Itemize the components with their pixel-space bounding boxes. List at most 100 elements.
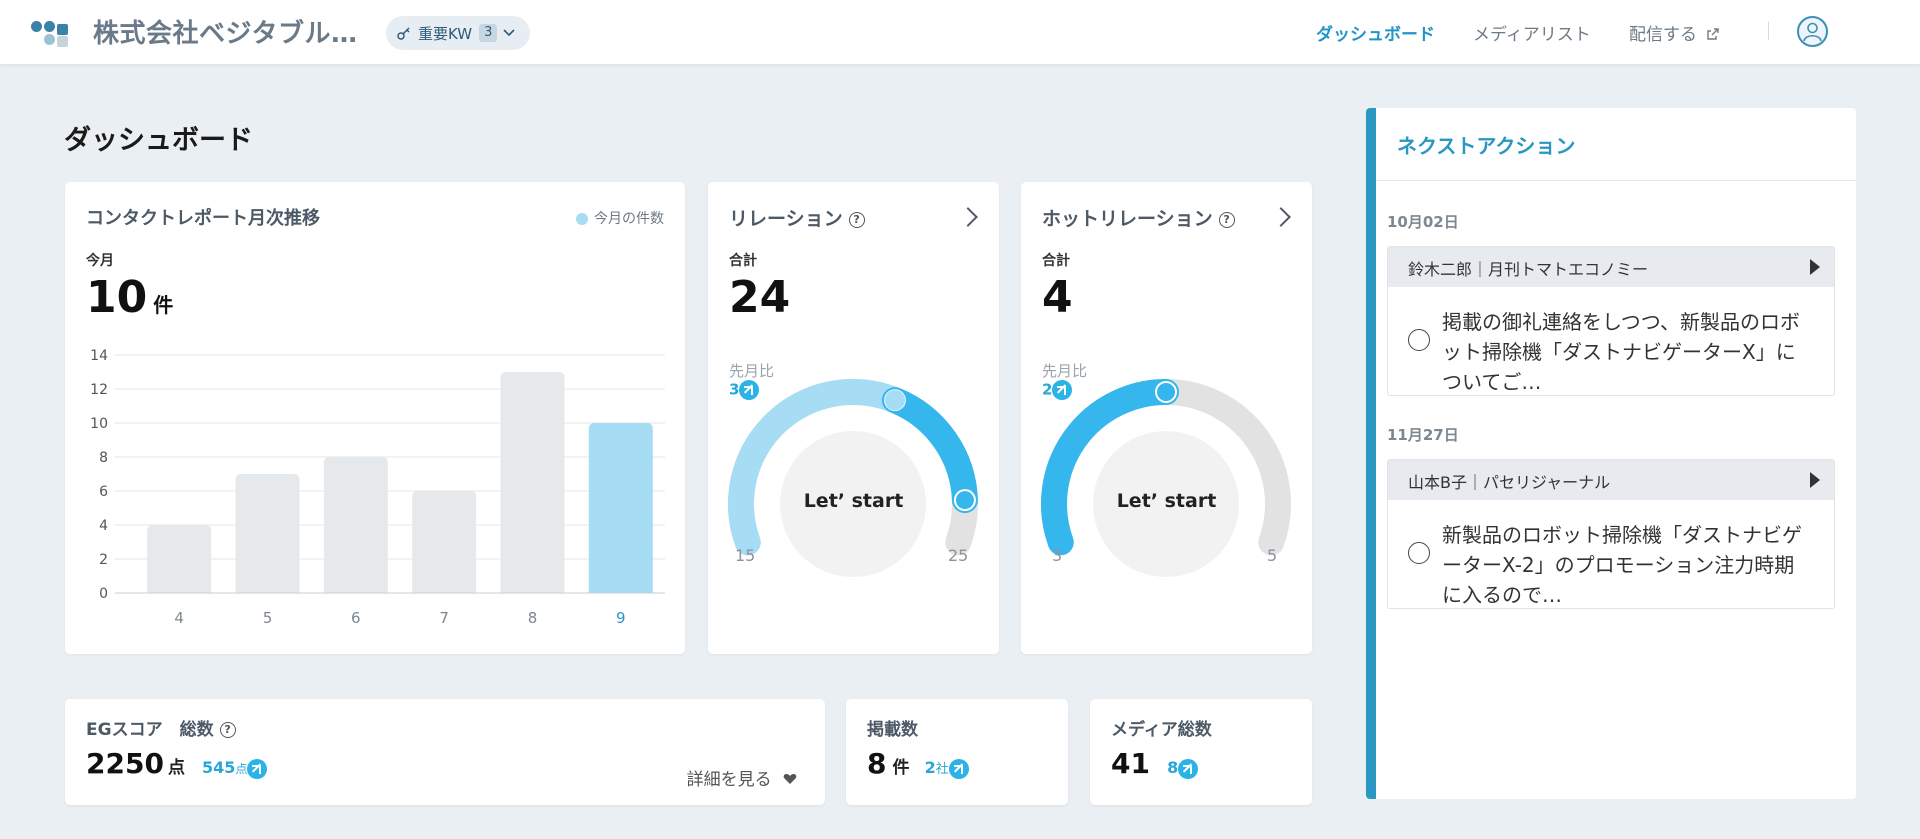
hot-relation-prev-value: 2 [1042,380,1053,399]
next-action-text: 掲載の御礼連絡をしつつ、新製品のロボット掃除機「ダストナビゲーターX」についてご… [1442,310,1800,394]
eg-score-title-row: EGスコア 総数? [86,715,236,740]
next-action-item-header[interactable]: 鈴木二郎｜月刊トマトエコノミー [1388,247,1834,287]
hot-relation-prev-delta: 2 [1042,380,1073,400]
keyword-label: 重要KW [418,24,473,43]
help-icon[interactable]: ? [848,211,865,228]
relation-total-label: 合計 [729,253,757,269]
this-month-number: 10 [86,272,148,323]
hot-relation-title: ホットリレーション [1042,208,1213,230]
user-icon [1803,22,1822,42]
x-tick-label: 6 [351,609,361,627]
relation-prev-label: 先月比 [729,362,775,380]
this-month-value: 10 件 [86,272,173,323]
gauge-center-circle [1093,431,1239,577]
media-total-card: メディア総数 41 8 [1090,699,1312,805]
next-action-item[interactable]: 鈴木二郎｜月刊トマトエコノミー 掲載の御礼連絡をしつつ、新製品のロボット掃除機「… [1387,246,1835,396]
publications-value: 8 [867,747,887,780]
bar [500,372,565,593]
contact-report-bar-chart: 0 2 4 6 8 10 12 14 4 5 6 7 8 9 [90,348,665,627]
play-icon[interactable] [1810,259,1820,275]
relation-total-value: 24 [729,272,791,323]
relation-gauge-center-text: Let’ start [803,490,904,512]
next-action-item[interactable]: 山本B子｜パセリジャーナル 新製品のロボット掃除機「ダストナビゲーターX-2」の… [1387,459,1835,609]
y-tick-label: 0 [99,586,108,602]
arrow-up-right-icon [1052,380,1073,400]
arrow-up-right-icon [1178,758,1199,779]
gauge-marker-dot [884,390,905,411]
media-total-value: 41 [1111,747,1150,780]
arrow-up-right-icon [739,380,760,400]
eg-score-card: EGスコア 総数? 2250 点 545点 詳細を見る [65,699,825,805]
bar [235,474,300,593]
relation-gauge-max: 25 [948,546,969,565]
see-details-label: 詳細を見る [686,770,772,790]
gauge-current-arc [881,387,978,514]
next-action-item-header[interactable]: 山本B子｜パセリジャーナル [1388,460,1834,500]
legend-label: 今月の件数 [594,211,664,227]
arrow-up-right-icon [247,758,268,779]
key-icon [397,27,410,40]
company-name[interactable]: 株式会社ベジタブル… [93,19,358,49]
eg-score-delta-unit: 点 [235,762,248,776]
next-action-divider [1376,180,1856,181]
x-tick-label: 7 [439,609,449,627]
publications-delta: 2 [924,758,936,777]
help-icon[interactable]: ? [1218,211,1235,228]
hot-relation-title-row: ホットリレーション? [1042,204,1235,231]
bar [147,525,212,593]
app-logo[interactable] [31,19,73,47]
eg-score-unit: 点 [167,758,185,778]
nav-media-list[interactable]: メディアリスト [1473,25,1591,45]
keyword-dropdown[interactable]: 重要KW 3 [386,16,530,50]
bar [323,457,388,593]
x-tick-label: 8 [528,609,538,627]
hot-relation-prev-label: 先月比 [1042,362,1088,380]
play-icon[interactable] [1810,472,1820,488]
hot-relation-total-value: 4 [1042,272,1073,323]
relation-title: リレーション [729,208,843,230]
relation-card[interactable]: リレーション? 合計 24 先月比 3 Let’ start 15 25 [708,182,999,654]
nav-distribute[interactable]: 配信する [1629,20,1720,45]
next-action-date: 10月02日 [1387,213,1459,231]
arrow-up-right-icon [948,758,969,779]
contact-report-title: コンタクトレポート月次推移 [86,208,320,229]
publications-unit: 件 [892,758,910,778]
eg-score-delta: 545 [202,758,236,777]
media-total-title: メディア総数 [1111,720,1212,740]
legend-dot-icon [576,213,588,225]
gauge-prev-arc [728,379,908,556]
contact-report-card: コンタクトレポート月次推移 今月の件数 今月 10 件 0 2 4 6 8 10 12 14 4 5… [65,182,685,654]
relation-prev-value: 3 [729,380,740,399]
gauge-end-dot [1157,383,1175,401]
x-tick-label: 4 [174,609,184,627]
hot-relation-card[interactable]: ホットリレーション? 合計 4 先月比 2 Let’ start 3 5 [1021,182,1312,654]
keyword-count-badge: 3 [479,24,498,42]
relation-prev-delta: 3 [729,380,760,400]
next-action-date: 11月27日 [1387,426,1459,444]
next-action-contact: 鈴木二郎｜月刊トマトエコノミー [1408,260,1649,279]
page-title: ダッシュボード [64,125,253,156]
relation-title-row: リレーション? [729,204,865,231]
y-tick-label: 14 [90,348,108,364]
complete-checkbox[interactable] [1408,329,1430,351]
bar [412,491,477,593]
y-tick-label: 6 [99,484,108,500]
next-action-accent-bar [1366,108,1376,799]
next-action-title: ネクストアクション [1397,134,1576,158]
top-header: 株式会社ベジタブル… 重要KW 3 ダッシュボード メディアリスト 配信する [0,0,1920,64]
user-avatar[interactable] [1797,16,1828,47]
next-action-text: 新製品のロボット掃除機「ダストナビゲーターX-2」のプロモーション注力時期に入る… [1442,523,1802,607]
media-total-value-row: 41 8 [1111,747,1199,780]
complete-checkbox[interactable] [1408,542,1430,564]
hot-relation-gauge-max: 5 [1267,546,1278,565]
y-tick-label: 8 [99,450,108,466]
gauge-end-dot [955,491,974,510]
next-action-contact: 山本B子｜パセリジャーナル [1408,473,1611,492]
x-tick-label: 9 [616,609,626,627]
hot-relation-gauge-min: 3 [1052,546,1063,565]
help-icon[interactable]: ? [219,722,236,738]
see-details-link[interactable]: 詳細を見る [687,765,797,790]
nav-dashboard[interactable]: ダッシュボード [1316,25,1435,45]
